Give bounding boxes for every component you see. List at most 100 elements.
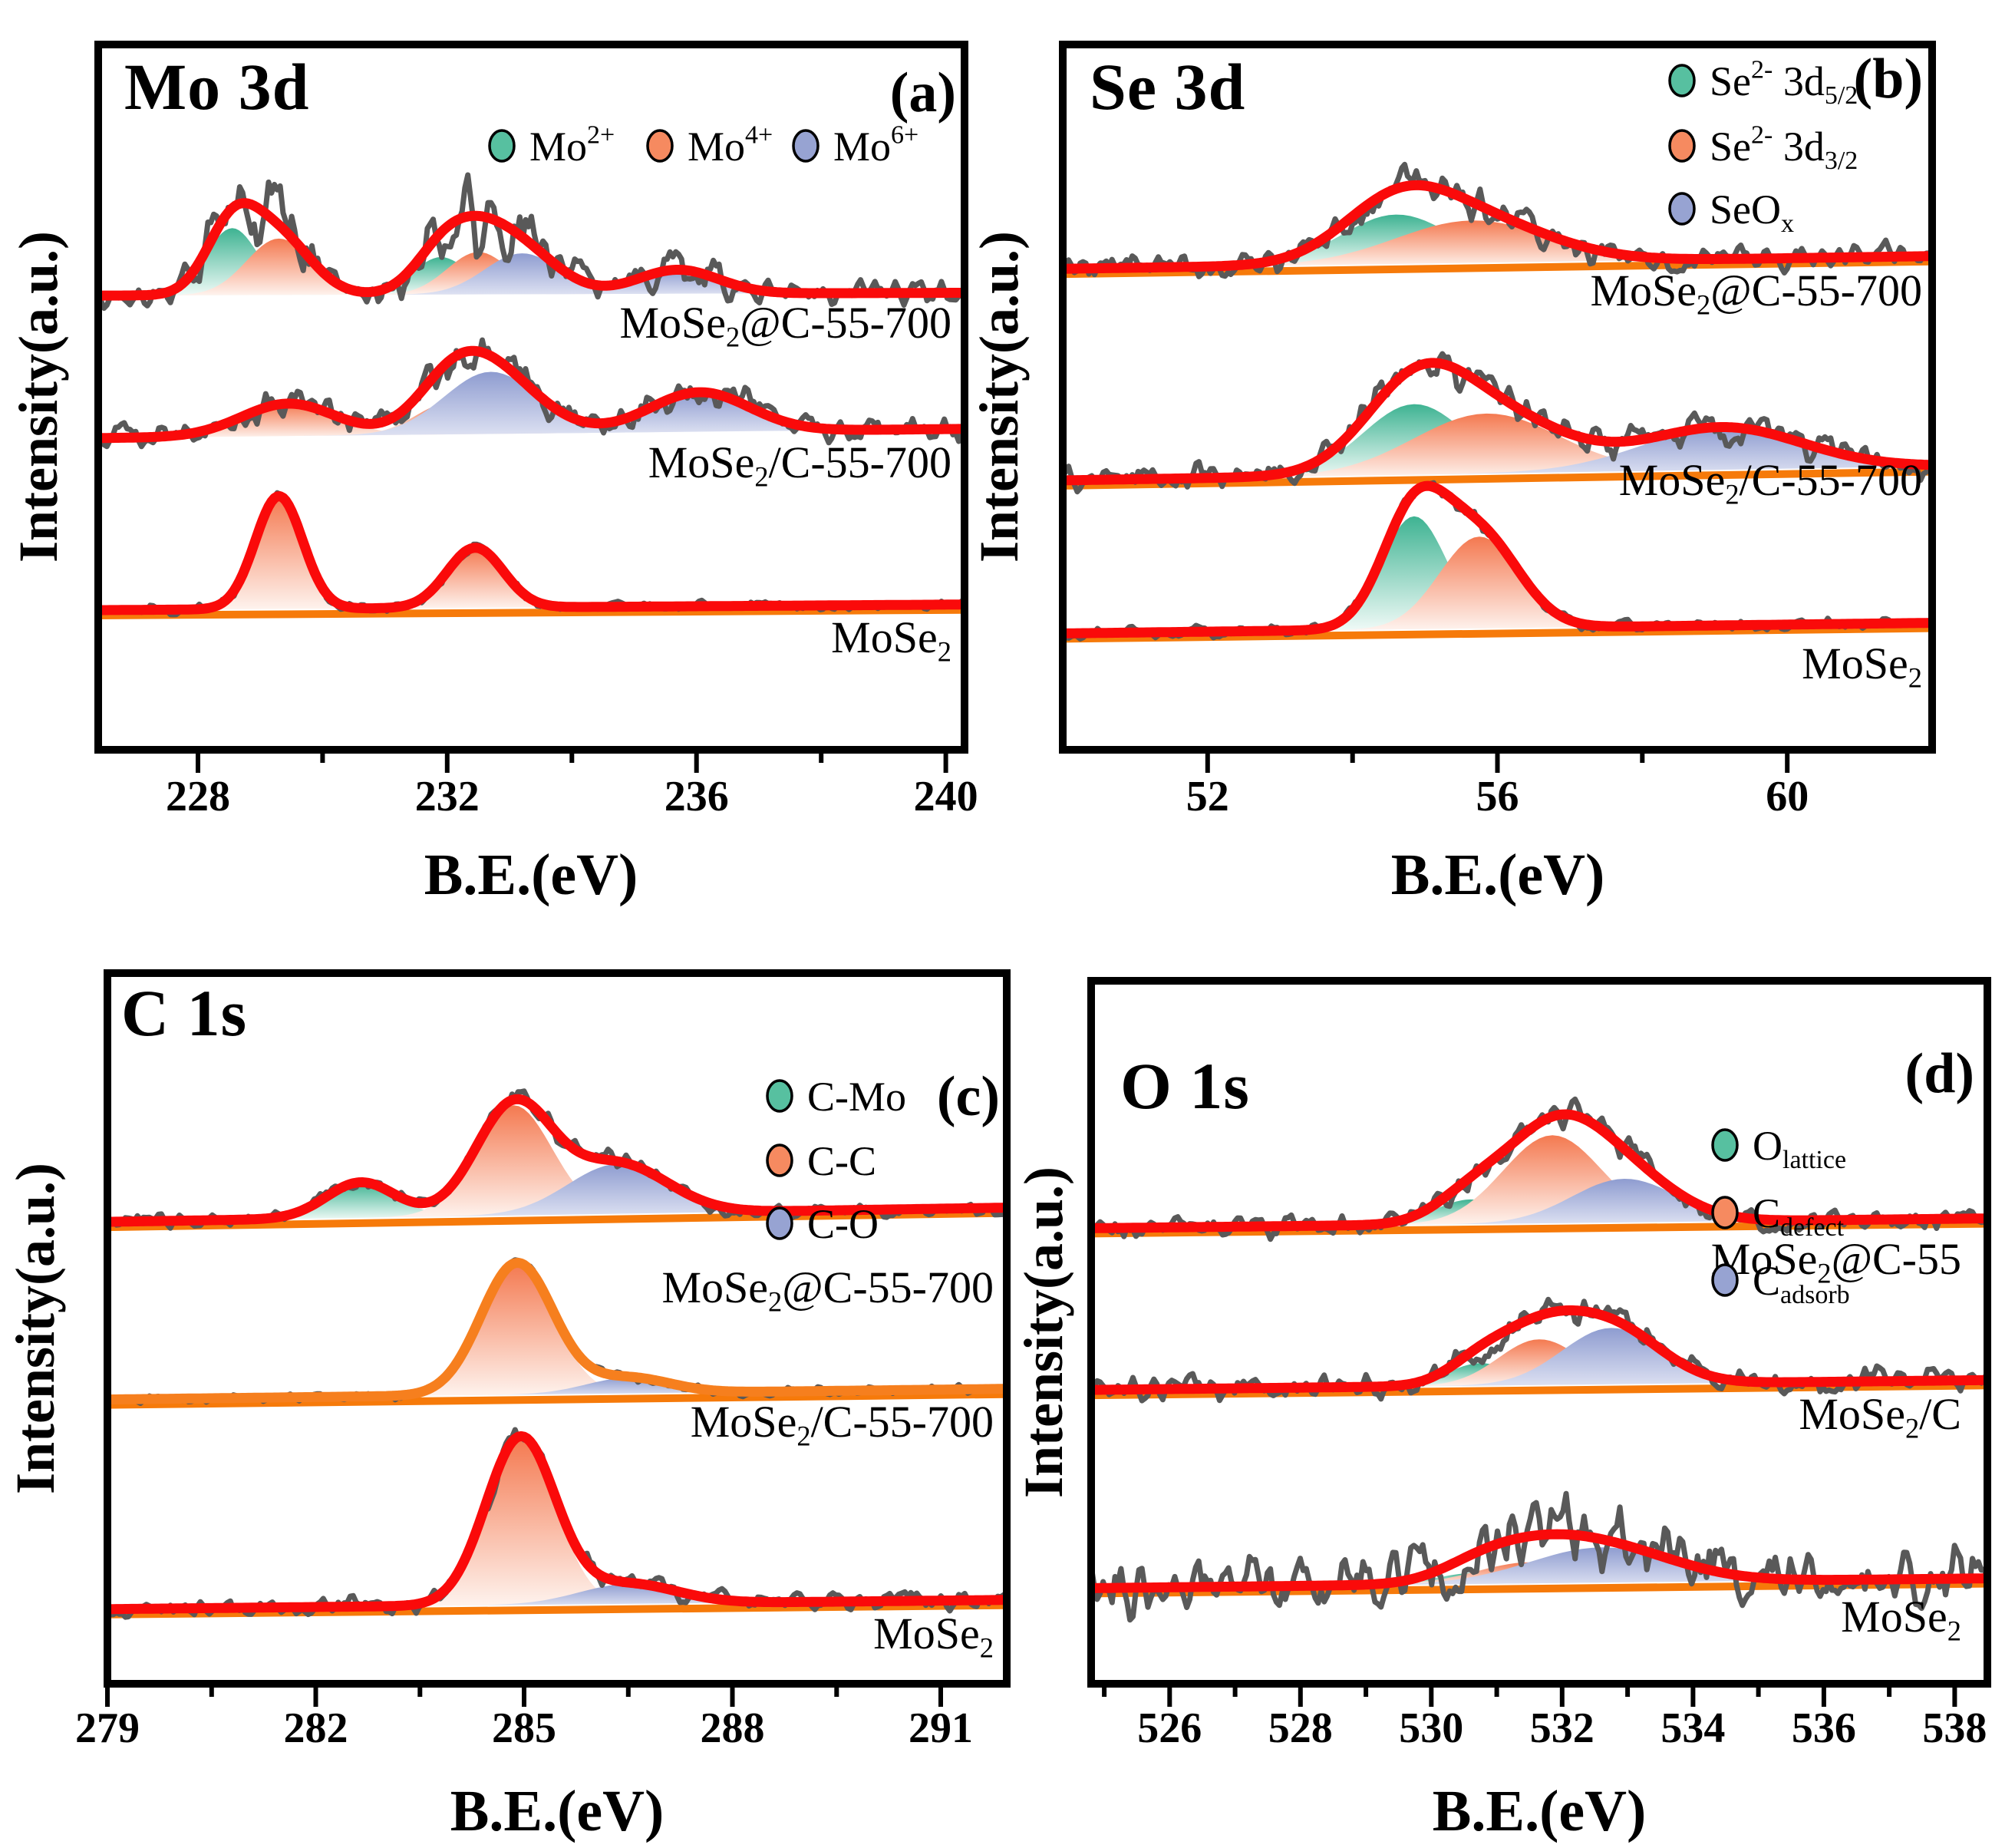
component-peak-blue <box>1415 1328 1808 1387</box>
x-tick-label: 228 <box>166 773 230 820</box>
envelope-fit-line <box>107 1431 1007 1615</box>
component-peak-orange <box>363 547 588 609</box>
spectrum-c-0 <box>107 1088 1007 1232</box>
panel-a-y-axis-label: Intensity(a.u.) <box>8 230 69 563</box>
curve-label: MoSe2@C-55-700 <box>1590 266 1922 321</box>
spectrum-d-0 <box>1091 1096 1987 1242</box>
legend-label: Se2- 3d5/2 <box>1710 55 1858 110</box>
component-peak-orange <box>101 403 476 438</box>
spectrum-a-1 <box>98 337 965 450</box>
component-peak-blue <box>1415 1179 1834 1225</box>
x-tick-label: 285 <box>492 1704 556 1752</box>
component-peak-blue <box>372 253 672 295</box>
x-tick-label: 52 <box>1186 773 1229 820</box>
legend-dot-orange <box>1668 129 1696 163</box>
panel-c: MoSe2@C-55-700 MoSe2/C-55-700 MoSe2 C-Mo C-C… <box>75 969 1011 1752</box>
panel-c-x-axis-label: B.E.(eV) <box>450 1779 665 1843</box>
legend-label: Se2- 3d3/2 <box>1710 120 1858 175</box>
envelope-fit-line <box>1063 480 1932 639</box>
spectrum-b-2 <box>1063 480 1932 643</box>
x-tick-label: 232 <box>415 773 480 820</box>
component-peak-orange <box>1320 536 1639 631</box>
curve-label: MoSe2/C-55-700 <box>1619 455 1922 510</box>
spectrum-b-0 <box>1063 161 1932 279</box>
component-peak-green <box>222 1182 500 1220</box>
spectrum-d-1 <box>1091 1296 1987 1404</box>
x-tick-label: 282 <box>284 1704 348 1752</box>
panel-c-corner-label: (c) <box>936 1065 1000 1128</box>
panel-frame <box>1087 977 1991 1688</box>
envelope-fit-line <box>1063 358 1932 486</box>
component-peak-orange <box>361 1105 667 1218</box>
legend-label: Mo2+ <box>529 120 615 170</box>
baseline-line <box>107 1390 1007 1409</box>
panel-frame <box>104 969 1011 1688</box>
legend-dot-blue <box>792 129 820 163</box>
spectrum-c-2 <box>107 1427 1007 1620</box>
x-tick-label: 56 <box>1476 773 1519 820</box>
panel-c-title: C 1s <box>121 976 248 1050</box>
panel-c-y-axis-label: Intensity(a.u.) <box>5 1162 66 1495</box>
envelope-fit-line <box>1091 1305 1987 1395</box>
legend-label: Cadsorb <box>1753 1258 1850 1309</box>
panel-b-x-axis-label: B.E.(eV) <box>1390 843 1605 907</box>
baseline-line <box>107 1601 1007 1619</box>
component-peak-blue <box>304 371 678 436</box>
component-peak-orange <box>184 496 374 610</box>
panel-b-corner-label: (b) <box>1853 48 1923 111</box>
component-peak-orange <box>354 252 603 295</box>
envelope-fit-line <box>107 1257 1007 1405</box>
component-peak-blue <box>516 269 840 295</box>
component-peak-green <box>1284 516 1545 631</box>
panel-d: MoSe2@C-55MoSe2/CMoSe2OlatticeCdefectCad… <box>1087 977 1991 1752</box>
legend-label: Cdefect <box>1753 1190 1845 1242</box>
envelope-fit-line <box>98 345 965 444</box>
component-peak-orange <box>372 1263 662 1397</box>
panel-frame <box>1059 41 1936 754</box>
component-peak-orange <box>1196 413 1776 479</box>
spectrum-a-2 <box>98 490 965 619</box>
x-tick-label: 530 <box>1399 1704 1463 1752</box>
legend-label: SeOx <box>1710 186 1794 238</box>
curve-label: MoSe2/C <box>1799 1389 1961 1444</box>
legend-dot-orange <box>766 1143 793 1177</box>
spectrum-b-1 <box>1063 351 1932 495</box>
x-tick-label: 526 <box>1137 1704 1202 1752</box>
x-tick-label: 279 <box>75 1704 140 1752</box>
legend-label: Mo4+ <box>688 120 773 170</box>
x-tick-label: 528 <box>1268 1704 1333 1752</box>
baseline-line <box>1091 1219 1987 1238</box>
curve-label: MoSe2/C-55-700 <box>648 437 951 493</box>
component-peak-blue <box>1403 427 1932 475</box>
curve-label: MoSe2 <box>831 612 951 668</box>
component-peak-orange <box>149 238 409 295</box>
legend-dot-blue <box>1711 1263 1739 1297</box>
component-peak-orange <box>381 1437 660 1607</box>
x-tick-label: 236 <box>665 773 729 820</box>
legend-dot-green <box>1668 64 1696 97</box>
legend-label: C-Mo <box>807 1074 906 1120</box>
panel-a: MoSe2@C-55-700 MoSe2/C-55-700 MoSe2 Mo2+ Mo4… <box>94 41 978 820</box>
curve-label: MoSe2@C-55-700 <box>619 298 951 353</box>
component-peak-green <box>127 228 338 295</box>
curve-label: MoSe2/C-55-700 <box>691 1397 994 1452</box>
legend-dot-blue <box>1668 192 1696 226</box>
curve-label: MoSe2 <box>873 1609 994 1664</box>
baseline-line <box>107 1209 1007 1232</box>
legend-label: Olattice <box>1753 1123 1846 1174</box>
x-tick-label: 288 <box>701 1704 765 1752</box>
legend-dot-green <box>488 129 516 163</box>
envelope-fit-line <box>107 1094 1007 1227</box>
legend-dot-green <box>766 1079 793 1113</box>
envelope-fit-line <box>98 491 965 615</box>
panel-d-corner-label: (d) <box>1905 1042 1974 1105</box>
spectrum-a-0 <box>98 172 965 311</box>
panel-b-title: Se 3d <box>1090 50 1246 124</box>
panel-b: MoSe2@C-55-700 MoSe2/C-55-700 MoSe2 Se2- 3d… <box>1059 41 1936 820</box>
x-tick-label: 60 <box>1766 773 1809 820</box>
baseline-line <box>1063 467 1932 490</box>
envelope-fit-line <box>1063 180 1932 274</box>
legend-dot-orange <box>1711 1196 1739 1229</box>
component-peak-blue <box>500 392 899 434</box>
